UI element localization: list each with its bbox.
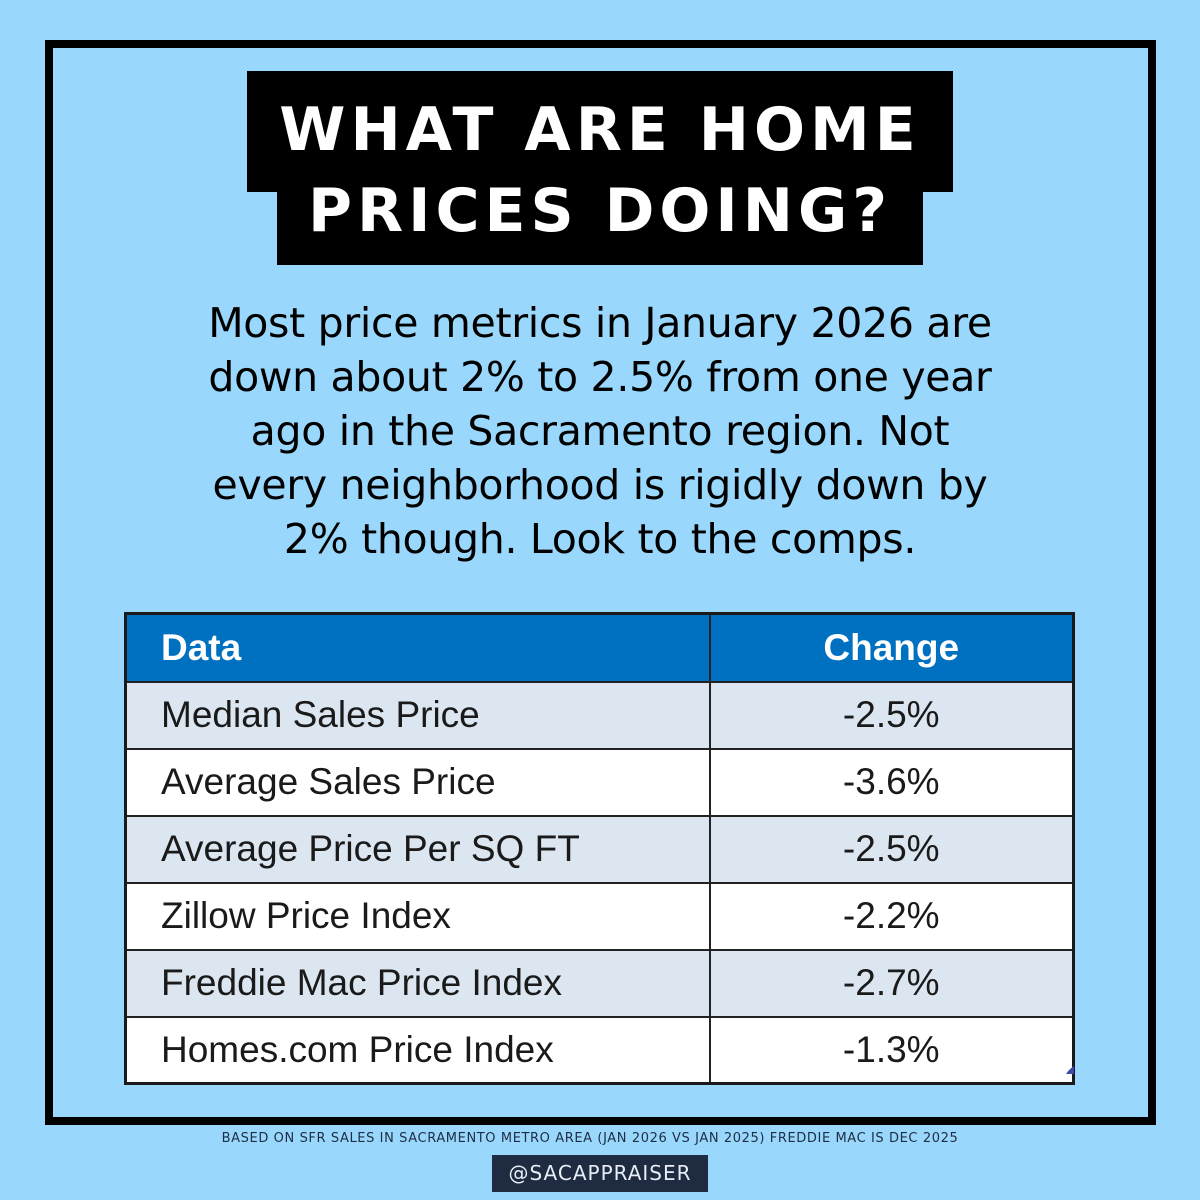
- summary-line: Most price metrics in January 2026 are: [208, 299, 992, 347]
- summary-line: 2% though. Look to the comps.: [283, 515, 917, 563]
- summary-line: ago in the Sacramento region. Not: [250, 407, 950, 455]
- metric-change: -2.5%: [708, 814, 1075, 884]
- metric-change: -1.3%: [708, 1015, 1075, 1085]
- outer-frame: [45, 40, 1156, 1125]
- metric-label: Freddie Mac Price Index: [124, 948, 711, 1018]
- source-footnote: BASED ON SFR SALES IN SACRAMENTO METRO A…: [221, 1131, 959, 1146]
- metric-label: Average Sales Price: [124, 747, 711, 817]
- table-row: Zillow Price Index -2.2%: [124, 881, 1075, 951]
- price-change-table: Data Change Median Sales Price -2.5% Ave…: [124, 612, 1075, 1085]
- table-row: Homes.com Price Index -1.3%: [124, 1015, 1075, 1085]
- table-row: Median Sales Price -2.5%: [124, 680, 1075, 750]
- metric-change: -2.5%: [708, 680, 1075, 750]
- column-header-change: Change: [708, 612, 1075, 683]
- table-row: Freddie Mac Price Index -2.7%: [124, 948, 1075, 1018]
- title-line-2: PRICES DOING?: [277, 181, 923, 265]
- table-row: Average Price Per SQ FT -2.5%: [124, 814, 1075, 884]
- table-header-row: Data Change: [124, 612, 1075, 683]
- title-line-1: WHAT ARE HOME: [247, 71, 953, 192]
- metric-change: -2.7%: [708, 948, 1075, 1018]
- metric-label: Zillow Price Index: [124, 881, 711, 951]
- social-handle-badge: @SACAPPRAISER: [492, 1155, 708, 1192]
- column-header-data: Data: [124, 612, 711, 683]
- metric-label: Homes.com Price Index: [124, 1015, 711, 1085]
- summary-line: every neighborhood is rigidly down by: [212, 461, 988, 509]
- metric-change: -3.6%: [708, 747, 1075, 817]
- summary-line: down about 2% to 2.5% from one year: [208, 353, 992, 401]
- metric-change: -2.2%: [708, 881, 1075, 951]
- table-row: Average Sales Price -3.6%: [124, 747, 1075, 817]
- summary-paragraph: Most price metrics in January 2026 are d…: [100, 296, 1100, 566]
- metric-label: Median Sales Price: [124, 680, 711, 750]
- fill-handle-icon: [1066, 1066, 1074, 1074]
- metric-label: Average Price Per SQ FT: [124, 814, 711, 884]
